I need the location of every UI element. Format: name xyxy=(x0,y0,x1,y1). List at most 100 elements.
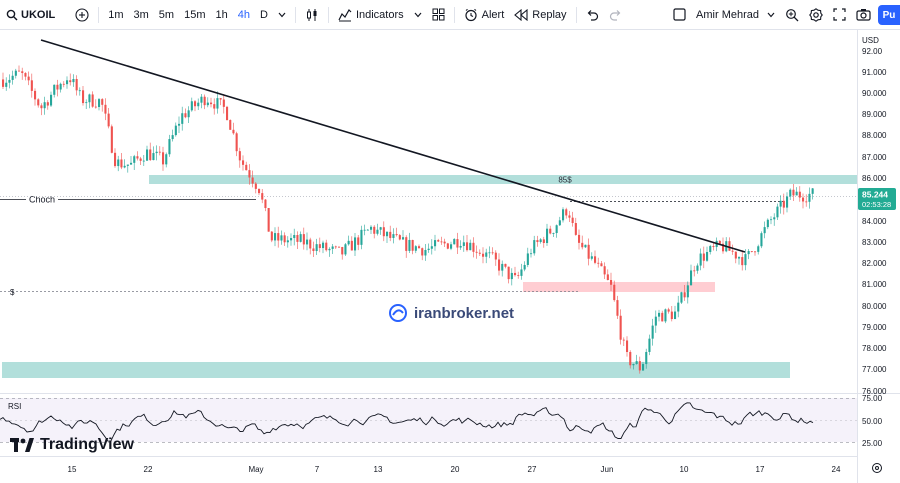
alert-button[interactable]: Alert xyxy=(459,0,510,30)
candle-body xyxy=(677,302,680,312)
interval-1d[interactable]: D xyxy=(255,0,273,30)
candle-body xyxy=(72,79,75,83)
quick-search-button[interactable] xyxy=(780,0,804,30)
rsi-band xyxy=(0,398,857,442)
price-tick-label: 88.000 xyxy=(862,131,887,140)
candles-icon xyxy=(306,8,317,21)
candle-body xyxy=(155,151,158,154)
candle-body xyxy=(482,253,485,257)
rsi-label[interactable]: RSI xyxy=(8,402,21,411)
choch-label-bg xyxy=(26,193,58,205)
currency-label[interactable]: USD xyxy=(862,36,879,45)
candle-body xyxy=(754,251,757,253)
time-tick-label: 10 xyxy=(680,465,689,474)
candle-body xyxy=(418,246,421,249)
candle-body xyxy=(466,242,469,251)
candle-body xyxy=(446,243,449,249)
chart-type-button[interactable] xyxy=(300,0,324,30)
candle-body xyxy=(776,206,779,218)
candle-body xyxy=(494,252,497,260)
candle-body xyxy=(440,241,443,243)
candle-body xyxy=(405,237,408,251)
candle-body xyxy=(21,71,24,74)
time-tick-label: 13 xyxy=(374,465,383,474)
support-level-marker: $ xyxy=(10,288,15,297)
chevron-down-icon xyxy=(414,12,422,17)
candle-body xyxy=(712,246,715,248)
candle-body xyxy=(248,170,251,178)
candle-body xyxy=(85,102,88,104)
candle-body xyxy=(411,239,414,251)
candle-body xyxy=(251,177,254,184)
candle-body xyxy=(270,231,273,241)
candle-body xyxy=(5,82,8,87)
chart-area[interactable]: 85$ Choch $ USD 92.00 91.000 90.000 89.000 8… xyxy=(0,30,900,483)
undo-button[interactable] xyxy=(581,0,604,30)
time-axis[interactable]: 15 22 May 7 13 20 27 Jun 10 17 24 xyxy=(68,465,841,474)
trendline[interactable] xyxy=(40,39,746,253)
candle-body xyxy=(187,110,190,118)
candle-body xyxy=(11,75,14,80)
candle-body xyxy=(686,285,689,298)
layout-menu-button[interactable]: Amir Mehrad xyxy=(668,0,780,30)
candle-body xyxy=(523,264,526,270)
candle-body xyxy=(219,98,222,100)
candle-body xyxy=(130,162,133,165)
candle-body xyxy=(389,231,392,238)
candle-body xyxy=(658,312,661,317)
indicators-button[interactable]: Indicators xyxy=(333,0,409,30)
interval-3m[interactable]: 3m xyxy=(129,0,154,30)
interval-1m[interactable]: 1m xyxy=(103,0,128,30)
price-axis[interactable]: 92.00 91.000 90.000 89.000 88.000 87.000 86.00… xyxy=(862,47,887,396)
candle-body xyxy=(126,164,129,166)
candle-body xyxy=(664,309,667,322)
candle-body xyxy=(450,244,453,249)
snapshot-button[interactable] xyxy=(851,0,876,30)
candle-body xyxy=(66,80,69,85)
interval-dropdown[interactable] xyxy=(273,0,291,30)
candle-body xyxy=(773,217,776,220)
candle-body xyxy=(171,135,174,140)
candle-body xyxy=(386,231,389,237)
replay-button[interactable]: Replay xyxy=(509,0,571,30)
rsi-level-75: 75.00 xyxy=(862,394,883,403)
candle-body xyxy=(514,272,517,276)
candle-body xyxy=(206,102,209,106)
demand-zone[interactable] xyxy=(523,282,715,292)
time-axis-settings-button[interactable] xyxy=(872,463,882,473)
divider xyxy=(453,6,455,23)
candle-body xyxy=(184,113,187,118)
interval-4h[interactable]: 4h xyxy=(233,0,255,30)
symbol-search[interactable]: UKOIL xyxy=(0,0,60,30)
fullscreen-button[interactable] xyxy=(828,0,851,30)
rewind-icon xyxy=(514,8,528,21)
publish-button[interactable]: Pu xyxy=(878,5,900,25)
support-zone[interactable] xyxy=(2,362,790,378)
candle-body xyxy=(306,239,309,245)
undo-icon xyxy=(587,9,598,21)
compare-button[interactable] xyxy=(70,0,94,30)
bar-countdown: 02:53:28 xyxy=(862,200,891,209)
interval-5m[interactable]: 5m xyxy=(154,0,179,30)
indicator-templates-button[interactable] xyxy=(409,0,427,30)
price-tick-label: 79.000 xyxy=(862,323,887,332)
redo-button[interactable] xyxy=(604,0,627,30)
candle-body xyxy=(507,266,510,280)
candle-body xyxy=(610,280,613,285)
candle-body xyxy=(690,270,693,286)
settings-button[interactable] xyxy=(804,0,828,30)
layout-button[interactable] xyxy=(427,0,450,30)
price-pane[interactable] xyxy=(0,30,857,393)
candle-body xyxy=(498,259,501,271)
tradingview-logo[interactable]: TradingView xyxy=(10,436,134,454)
candle-body xyxy=(376,229,379,234)
candle-body xyxy=(526,253,529,265)
candle-body xyxy=(216,98,219,109)
candle-body xyxy=(8,79,11,83)
candle-body xyxy=(181,113,184,124)
interval-15m[interactable]: 15m xyxy=(179,0,210,30)
candle-body xyxy=(798,191,801,198)
candle-body xyxy=(158,151,161,153)
interval-1h[interactable]: 1h xyxy=(210,0,232,30)
rsi-line[interactable] xyxy=(0,402,814,442)
